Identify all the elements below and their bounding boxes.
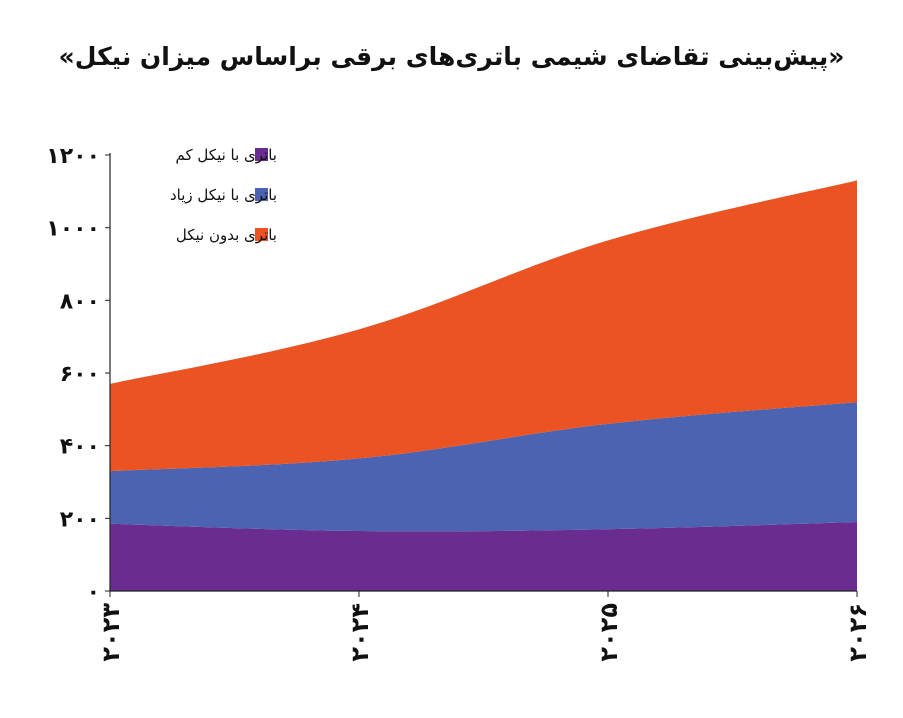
y-tick-label: ۸۰۰ [60,289,100,314]
area-series-3 [110,180,857,472]
legend-label: باتری با نیکل کم [176,146,277,164]
legend-label: باتری بدون نیکل [176,226,277,244]
axes-layer: ۰ ۲۰۰ ۴۰۰ ۶۰۰ ۸۰۰ ۱۰۰۰ ۱۲۰۰ ۲۰۲۳ ۲۰۲۴ ۲۰۲۵ ۲۰۲۶ [46,144,872,662]
y-tick-label: ۱۰۰۰ [46,217,100,242]
x-tick-label: ۲۰۲۶ [844,603,872,662]
area-series-2 [110,402,857,532]
legend: باتری با نیکل کم باتری با نیکل زیاد باتری … [170,146,277,244]
y-tick-label: ۱۲۰۰ [46,144,100,169]
legend-label: باتری با نیکل زیاد [170,186,277,204]
legend-swatch [255,188,268,201]
area-series-1 [110,521,857,591]
x-tick-label: ۲۰۲۴ [346,603,374,662]
y-tick-label: ۰ [87,580,100,605]
y-tick-label: ۶۰۰ [60,362,100,387]
y-tick-label: ۲۰۰ [60,507,100,532]
legend-swatch [255,228,268,241]
x-tick-label: ۲۰۲۵ [595,603,623,662]
legend-swatch [255,148,268,161]
chart-title: «پیش‌بینی تقاضای شیمی باتری‌های برقی برا… [58,42,845,71]
areas-layer [110,180,857,591]
x-tick-label: ۲۰۲۳ [97,603,125,662]
y-tick-label: ۴۰۰ [60,435,100,460]
